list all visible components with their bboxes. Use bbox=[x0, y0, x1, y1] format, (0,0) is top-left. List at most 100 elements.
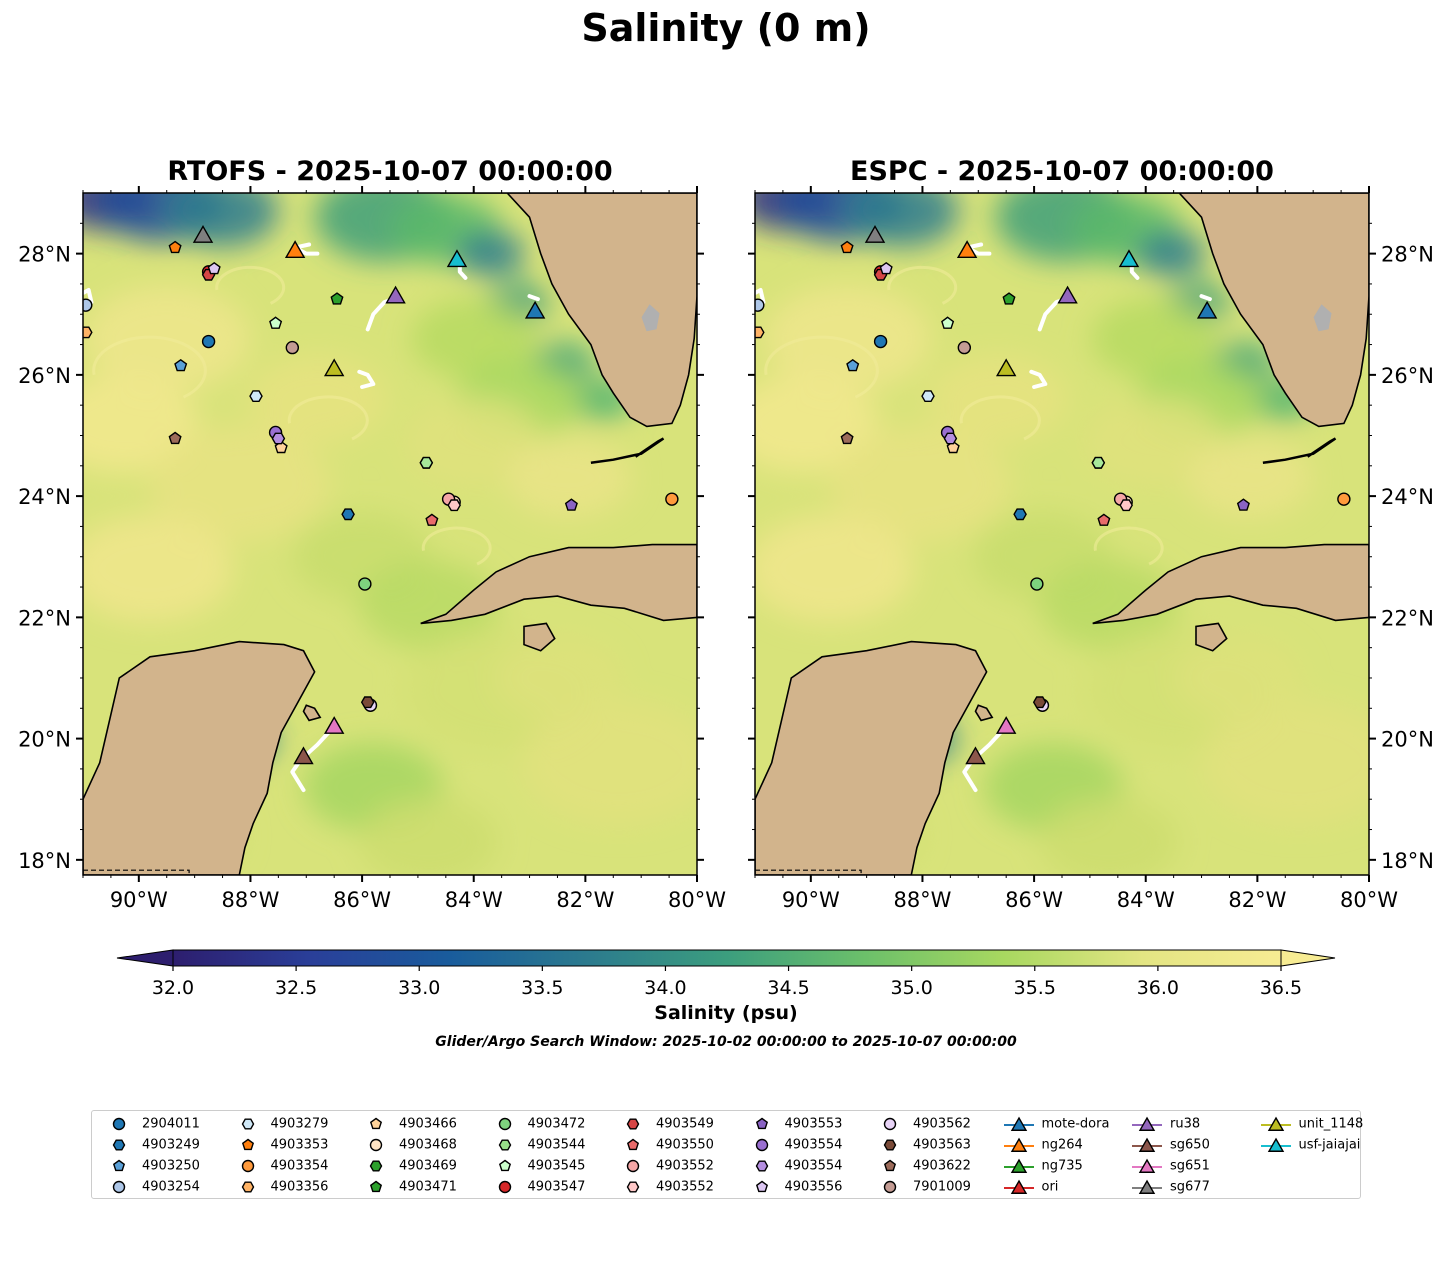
legend-entry: 4903544 bbox=[488, 1136, 585, 1154]
legend-marker bbox=[883, 1180, 897, 1194]
obs-marker-4903552 bbox=[447, 499, 462, 512]
legend-label: 4903554 bbox=[784, 1158, 843, 1174]
legend-marker bbox=[755, 1160, 768, 1172]
lat-tick-label: 26°N bbox=[1381, 364, 1434, 388]
legend-swatch bbox=[1132, 1116, 1162, 1131]
obs-marker-ori bbox=[1360, 123, 1378, 139]
legend-swatch bbox=[498, 1159, 511, 1172]
obs-marker-4903279 bbox=[249, 390, 263, 402]
legend-marker bbox=[369, 1117, 383, 1130]
lon-tick-label: 86°W bbox=[333, 888, 391, 912]
rtofs-salinity-patch bbox=[148, 425, 330, 543]
espc-salinity-patch bbox=[928, 354, 1068, 444]
obs-marker-4903545 bbox=[269, 316, 283, 329]
legend-swatch bbox=[1003, 1179, 1034, 1194]
legend-marker bbox=[241, 1138, 254, 1151]
rtofs-eddy-swirls bbox=[92, 265, 492, 566]
legend-label: usf-jaiajai bbox=[1298, 1137, 1361, 1153]
obs-marker-sg650 bbox=[965, 746, 986, 765]
legend-swatch bbox=[369, 1138, 383, 1152]
legend-marker bbox=[1010, 1158, 1027, 1173]
legend-marker bbox=[498, 1139, 511, 1151]
obs-marker-ng264 bbox=[284, 240, 306, 259]
legend-entry: 4903552 bbox=[616, 1178, 714, 1196]
obs-marker-4903554 bbox=[943, 432, 958, 445]
obs-marker-4903354 bbox=[665, 492, 679, 506]
cuba-landmass bbox=[1092, 543, 1369, 625]
legend-marker bbox=[626, 1118, 640, 1130]
legend-swatch bbox=[112, 1159, 126, 1172]
obs-marker-4903545 bbox=[941, 316, 955, 329]
lon-tick-label: 84°W bbox=[1117, 888, 1175, 912]
obs-marker-unit_1148 bbox=[995, 358, 1017, 377]
yucatan-landmass bbox=[83, 640, 316, 875]
isla-juventud-landmass bbox=[1195, 622, 1228, 652]
rtofs-salinity-patch bbox=[494, 637, 621, 719]
obs-marker-4903554 bbox=[271, 432, 286, 445]
legend-swatch bbox=[1003, 1158, 1034, 1173]
obs-marker-4903250 bbox=[846, 358, 860, 372]
legend-marker bbox=[112, 1159, 126, 1172]
legend-swatch bbox=[883, 1180, 897, 1194]
legend-entry: 4903563 bbox=[873, 1136, 971, 1154]
legend-entry: 4903622 bbox=[873, 1157, 971, 1175]
legend-label: 4903466 bbox=[399, 1116, 457, 1132]
legend-marker bbox=[369, 1180, 383, 1193]
legend-label: 4903356 bbox=[270, 1179, 329, 1195]
obs-marker-4903472 bbox=[358, 577, 372, 591]
rtofs-swirl bbox=[287, 395, 369, 441]
lat-tick-label: 26°N bbox=[18, 364, 71, 388]
glider-track bbox=[83, 288, 94, 305]
espc-salinity-patch bbox=[1186, 437, 1312, 519]
legend-label: 4903556 bbox=[784, 1179, 843, 1195]
legend-marker bbox=[883, 1139, 897, 1151]
legend-entry: mote-dora bbox=[1002, 1115, 1109, 1133]
legend-label: sg651 bbox=[1170, 1158, 1210, 1174]
legend-swatch bbox=[1132, 1137, 1162, 1152]
obs-marker-4903254 bbox=[755, 298, 765, 312]
figure-title: Salinity (0 m) bbox=[581, 6, 871, 50]
legend-swatch bbox=[755, 1117, 768, 1130]
obs-marker-4903544 bbox=[419, 456, 434, 469]
legend-entry: 4903545 bbox=[488, 1157, 586, 1175]
espc-salinity-patch bbox=[755, 515, 915, 623]
obs-marker-ru38 bbox=[1057, 285, 1078, 304]
florida-landmass bbox=[1112, 193, 1369, 428]
obs-marker-4903249 bbox=[1013, 508, 1027, 521]
legend-swatch bbox=[626, 1159, 640, 1173]
obs-marker-4903353 bbox=[840, 240, 854, 254]
legend-swatch bbox=[369, 1117, 383, 1130]
colorbar-tick-label: 35.0 bbox=[891, 977, 933, 999]
obs-marker-usf-jaiajai bbox=[1118, 249, 1140, 268]
legend-marker bbox=[755, 1117, 768, 1130]
obs-marker-4903550 bbox=[1097, 513, 1111, 526]
legend-marker bbox=[112, 1117, 126, 1131]
legend-entry: 4903469 bbox=[359, 1157, 457, 1175]
espc-salinity-patch bbox=[1084, 396, 1224, 487]
legend-label: 4903545 bbox=[527, 1158, 586, 1174]
obs-marker-4903471 bbox=[1002, 292, 1016, 305]
lat-tick-label: 22°N bbox=[1381, 606, 1434, 630]
obs-marker-4903622 bbox=[168, 431, 182, 445]
legend-label: 4903353 bbox=[270, 1137, 329, 1153]
lon-tick-label: 90°W bbox=[110, 888, 168, 912]
legend-marker bbox=[241, 1181, 254, 1193]
legend-swatch bbox=[498, 1139, 511, 1151]
obs-marker-4903249 bbox=[341, 508, 355, 521]
obs-marker-4903472 bbox=[1030, 577, 1044, 591]
obs-marker-unit_1148 bbox=[323, 358, 345, 377]
obs-marker-4903250 bbox=[174, 358, 188, 372]
legend-swatch bbox=[883, 1159, 897, 1172]
obs-marker-4903563 bbox=[1032, 696, 1047, 709]
espc-swirl bbox=[764, 335, 879, 399]
colorbar-tick-label: 33.5 bbox=[521, 977, 563, 999]
legend-entry: sg651 bbox=[1130, 1157, 1210, 1175]
obs-marker-4903556 bbox=[207, 261, 221, 275]
espc-salinity-patch bbox=[1039, 797, 1180, 875]
rtofs-swirl bbox=[215, 265, 286, 305]
legend-swatch bbox=[1260, 1137, 1291, 1152]
legend-entry: ru38 bbox=[1130, 1115, 1200, 1133]
legend-entry: 4903549 bbox=[616, 1115, 714, 1133]
legend-entry: 7901009 bbox=[873, 1178, 971, 1196]
